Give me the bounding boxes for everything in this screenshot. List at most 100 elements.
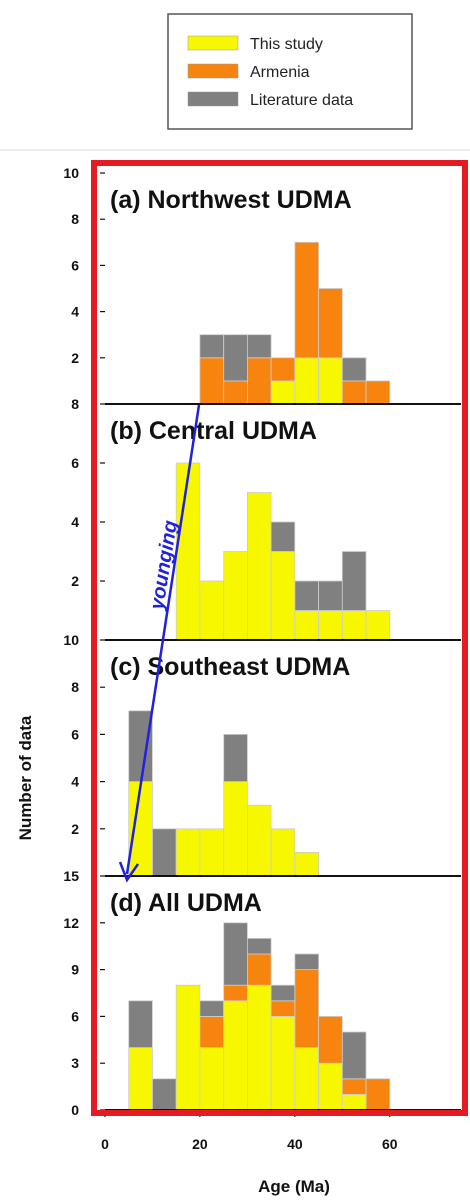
bar-armenia-40 [294,969,319,1048]
bar-literature-35 [270,521,296,552]
legend-swatch-armenia [187,63,239,79]
y-tick-label: 8 [71,211,79,227]
y-tick-label: 8 [71,396,79,412]
y-tick-label: 4 [71,514,79,530]
x-axis-label: Age (Ma) [258,1177,330,1196]
bar-armenia-20 [199,357,224,405]
bar-armenia-25 [223,380,248,405]
y-tick-label: 10 [63,165,79,181]
y-tick-label: 15 [63,868,79,884]
x-tick-label: 0 [101,1136,109,1152]
bar-this-study-25 [223,1000,248,1111]
bar-armenia-30 [246,953,272,986]
bar-this-study-45 [318,610,343,641]
bar-armenia-30 [246,357,272,405]
x-tick-label: 60 [382,1136,398,1152]
bar-armenia-35 [270,357,296,382]
bar-this-study-20 [199,828,224,877]
y-tick-label: 3 [71,1055,79,1071]
bar-this-study-20 [199,1047,224,1111]
bar-this-study-40 [294,852,319,877]
bar-literature-45 [318,580,343,611]
younging-arrow-shaft [125,404,201,875]
legend-swatch-this-study [187,35,239,51]
bar-armenia-25 [223,984,248,1002]
bar-armenia-55 [365,380,391,405]
legend-label-armenia: Armenia [250,64,310,81]
x-tick-label: 20 [192,1136,208,1152]
bar-armenia-55 [365,1078,391,1111]
bar-this-study-30 [246,804,272,877]
bar-literature-25 [223,734,248,783]
y-axis-label: Number of data [16,715,35,840]
bar-literature-10 [152,828,177,877]
bar-literature-50 [341,551,367,611]
y-tick-label: 0 [71,1102,79,1118]
bar-this-study-50 [341,1094,367,1111]
bar-literature-5 [128,710,153,782]
bar-this-study-40 [294,610,319,641]
bar-this-study-5 [128,781,153,877]
bar-this-study-25 [223,781,248,877]
bar-armenia-45 [318,1016,343,1064]
bar-literature-35 [270,984,296,1002]
x-tick-label: 40 [287,1136,303,1152]
bar-this-study-25 [223,551,248,641]
bar-this-study-45 [318,1062,343,1111]
bar-armenia-20 [199,1016,224,1049]
highlight-frame [91,160,468,1116]
y-tick-label: 12 [63,915,79,931]
bar-this-study-15 [175,828,201,877]
bar-literature-10 [152,1078,177,1111]
panel-title: (b) Central UDMA [110,417,317,445]
legend-swatch-literature [187,91,239,107]
panel-b: 2 4 6 8 (b) Central UDMA [71,396,461,641]
bar-literature-50 [341,357,367,382]
bar-literature-25 [223,334,248,382]
legend: This study Armenia Literature data [167,13,413,130]
y-tick-label: 10 [63,632,79,648]
bar-this-study-45 [318,357,343,405]
younging-arrow-head [118,861,140,883]
legend-label-this-study: This study [250,36,323,53]
bar-this-study-20 [199,580,224,641]
bar-this-study-35 [270,1016,296,1111]
panel-a: 2 4 6 8 10 (a) Northwest UDMA [63,165,461,405]
bar-armenia-50 [341,1078,367,1095]
bar-literature-30 [246,938,272,955]
bar-armenia-50 [341,380,367,405]
y-tick-label: 6 [71,1008,79,1024]
panel-c: 2 4 6 8 10 (c) Southeast UDMA [63,632,461,877]
y-tick-label: 4 [71,774,79,790]
panel-title: (c) Southeast UDMA [110,653,350,681]
x-axis: 0 20 40 60 [101,1110,398,1152]
y-tick-label: 2 [71,821,79,837]
bar-this-study-50 [341,610,367,641]
bar-this-study-35 [270,380,296,405]
bar-literature-20 [199,1000,224,1017]
panel-title: (a) Northwest UDMA [110,186,352,214]
y-tick-label: 9 [71,962,79,978]
bar-this-study-30 [246,492,272,641]
bar-armenia-45 [318,288,343,359]
y-tick-label: 6 [71,726,79,742]
bar-literature-50 [341,1031,367,1080]
legend-label-literature: Literature data [250,92,353,109]
bar-this-study-15 [175,984,201,1111]
bar-literature-25 [223,922,248,986]
y-tick-label: 6 [71,455,79,471]
y-tick-label: 2 [71,573,79,589]
bar-literature-20 [199,334,224,359]
bar-literature-5 [128,1000,153,1048]
panel-d: 0 3 6 9 12 15 (d) All UDMA [63,868,461,1118]
y-tick-label: 4 [71,304,79,320]
y-tick-label: 2 [71,350,79,366]
bar-this-study-35 [270,828,296,877]
bar-this-study-5 [128,1047,153,1111]
bar-literature-30 [246,334,272,359]
bar-this-study-30 [246,984,272,1111]
younging-arrow [118,404,201,883]
bar-this-study-35 [270,551,296,641]
y-tick-label: 6 [71,257,79,273]
